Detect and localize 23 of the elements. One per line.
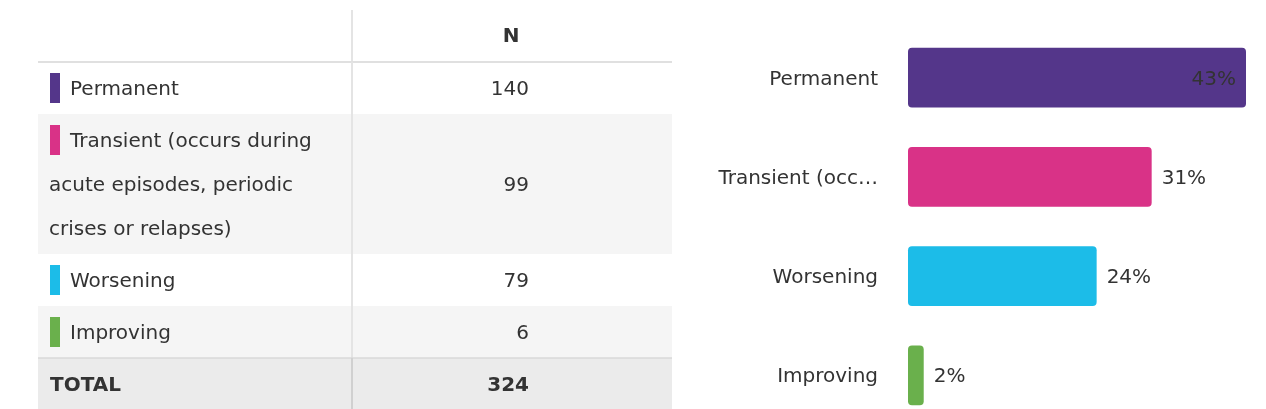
category-label: Worsening [70, 268, 176, 292]
category-label: Improving [70, 320, 171, 344]
data-label: 6 [516, 320, 529, 344]
bar [908, 47, 1246, 108]
data-label: 31% [1161, 164, 1207, 189]
data-label: 99 [503, 172, 529, 196]
data-label: 43% [1191, 65, 1236, 90]
bar [908, 147, 1152, 207]
data-label: 2% [933, 363, 966, 388]
y-tick-label: Worsening [772, 264, 878, 289]
bar [908, 345, 924, 406]
data-label: 24% [1106, 264, 1152, 289]
text: 324 [487, 372, 529, 396]
text: N [502, 23, 520, 47]
category-label: Transient (occurs during acute episodes, periodic crises or relapses) [49, 128, 312, 240]
bar [908, 246, 1097, 306]
y-tick-label: Permanent [769, 65, 879, 90]
category-label: Permanent [70, 76, 179, 100]
data-label: 79 [503, 268, 529, 292]
text: TOTAL [50, 372, 122, 396]
data-label: 140 [490, 76, 529, 100]
y-tick-label: Transient (occ… [717, 164, 878, 189]
y-tick-label: Improving [777, 363, 878, 388]
